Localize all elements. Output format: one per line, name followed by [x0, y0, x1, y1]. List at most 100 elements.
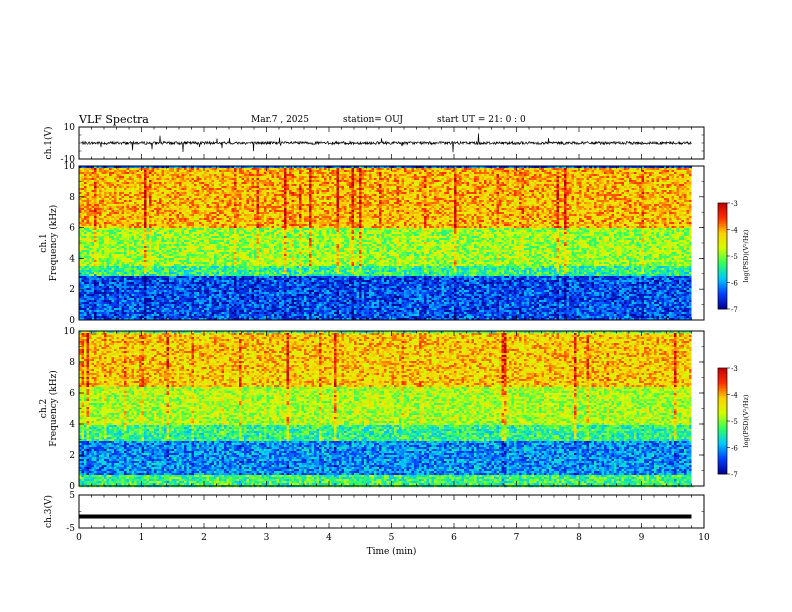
spectrogram-cell [92, 176, 95, 178]
spectrogram-cell [187, 202, 190, 204]
spectrogram-cell [209, 170, 212, 172]
spectrogram-cell [197, 214, 200, 216]
spectrogram-cell [169, 294, 172, 296]
spectrogram-cell [189, 248, 192, 250]
spectrogram-cell [219, 300, 222, 302]
spectrogram-cell [84, 230, 87, 232]
spectrogram-cell [207, 266, 210, 268]
spectrogram-cell [104, 312, 107, 314]
spectrogram-cell [184, 270, 187, 272]
spectrogram-cell [199, 186, 202, 188]
spectrogram-cell [154, 184, 157, 186]
spectrogram-cell [184, 168, 187, 170]
spectrogram-cell [134, 190, 137, 192]
spectrogram-cell [122, 212, 125, 214]
spectrogram-cell [174, 282, 177, 284]
spectrogram-cell [222, 196, 225, 198]
spectrogram-cell [184, 274, 187, 276]
spectrogram-cell [92, 278, 95, 280]
spectrogram-cell [142, 172, 145, 174]
spectrogram-cell [149, 246, 152, 248]
spectrogram-cell [202, 198, 205, 200]
spectrogram-cell [122, 230, 125, 232]
spectrogram-cell [187, 272, 190, 274]
spectrogram-cell [232, 304, 235, 306]
spectrogram-cell [87, 304, 90, 306]
spectrogram-cell [87, 208, 90, 210]
spectrogram-cell [217, 306, 220, 308]
spectrogram-cell [107, 200, 110, 202]
spectrogram-cell [149, 296, 152, 298]
spectrogram-cell [177, 308, 180, 310]
spectrogram-cell [157, 214, 160, 216]
spectrogram-cell [84, 198, 87, 200]
spectrogram-cell [227, 206, 230, 208]
spectrogram-cell [94, 296, 97, 298]
spectrogram-cell [157, 270, 160, 272]
spectrogram-cell [177, 254, 180, 256]
spectrogram-cell [219, 204, 222, 206]
spectrogram-cell [132, 274, 135, 276]
spectrogram-cell [92, 196, 95, 198]
spectrogram-cell [224, 266, 227, 268]
spectrogram-cell [97, 248, 100, 250]
spectrogram-cell [152, 202, 155, 204]
spectrogram-cell [89, 192, 92, 194]
spectrogram-cell [124, 184, 127, 186]
spectrogram-cell [92, 266, 95, 268]
spectrogram-cell [169, 170, 172, 172]
spectrogram-cell [184, 212, 187, 214]
spectrogram-cell [192, 228, 195, 230]
spectrogram-cell [142, 274, 145, 276]
spectrogram-cell [162, 256, 165, 258]
spectrogram-cell [117, 218, 120, 220]
spectrogram-cell [84, 244, 87, 246]
spectrogram-cell [199, 246, 202, 248]
spectrogram-cell [187, 198, 190, 200]
spectrogram-cell [114, 282, 117, 284]
spectrogram-cell [84, 264, 87, 266]
spectrogram-cell [229, 216, 232, 218]
spectrogram-cell [89, 232, 92, 234]
spectrogram-cell [182, 244, 185, 246]
spectrogram-cell [204, 214, 207, 216]
spectrogram-cell [174, 246, 177, 248]
spectrogram-cell [137, 182, 140, 184]
spectrogram-cell [162, 188, 165, 190]
spectrogram-cell [99, 316, 102, 318]
spectrogram-cell [232, 202, 235, 204]
spectrogram-cell [187, 214, 190, 216]
spectrogram-cell [82, 260, 85, 262]
spectrogram-cell [149, 228, 152, 230]
spectrogram-cell [84, 252, 87, 254]
spectrogram-cell [124, 234, 127, 236]
spectrogram-cell [117, 262, 120, 264]
spectrogram-cell [219, 192, 222, 194]
spectrogram-cell [212, 308, 215, 310]
spectrogram-cell [94, 180, 97, 182]
spectrogram-cell [197, 250, 200, 252]
spectrogram-cell [209, 286, 212, 288]
spectrogram-cell [142, 220, 145, 222]
spectrogram-cell [224, 204, 227, 206]
spectrogram-cell [194, 262, 197, 264]
spectrogram-cell [102, 262, 105, 264]
spectrogram-cell [187, 270, 190, 272]
spectrogram-cell [149, 268, 152, 270]
spectrogram-cell [204, 212, 207, 214]
spectrogram-cell [112, 288, 115, 290]
spectrogram-cell [174, 184, 177, 186]
spectrogram-cell [87, 198, 90, 200]
spectrogram-cell [149, 240, 152, 242]
spectrogram-cell [94, 244, 97, 246]
spectrogram-cell [84, 300, 87, 302]
spectrogram-cell [209, 316, 212, 318]
spectrogram-cell [209, 256, 212, 258]
spectrogram-cell [129, 224, 132, 226]
spectrogram-cell [92, 314, 95, 316]
spectrogram-cell [152, 274, 155, 276]
spectrogram-cell [152, 200, 155, 202]
spectrogram-cell [114, 186, 117, 188]
spectrogram-cell [149, 292, 152, 294]
spectrogram-cell [107, 186, 110, 188]
